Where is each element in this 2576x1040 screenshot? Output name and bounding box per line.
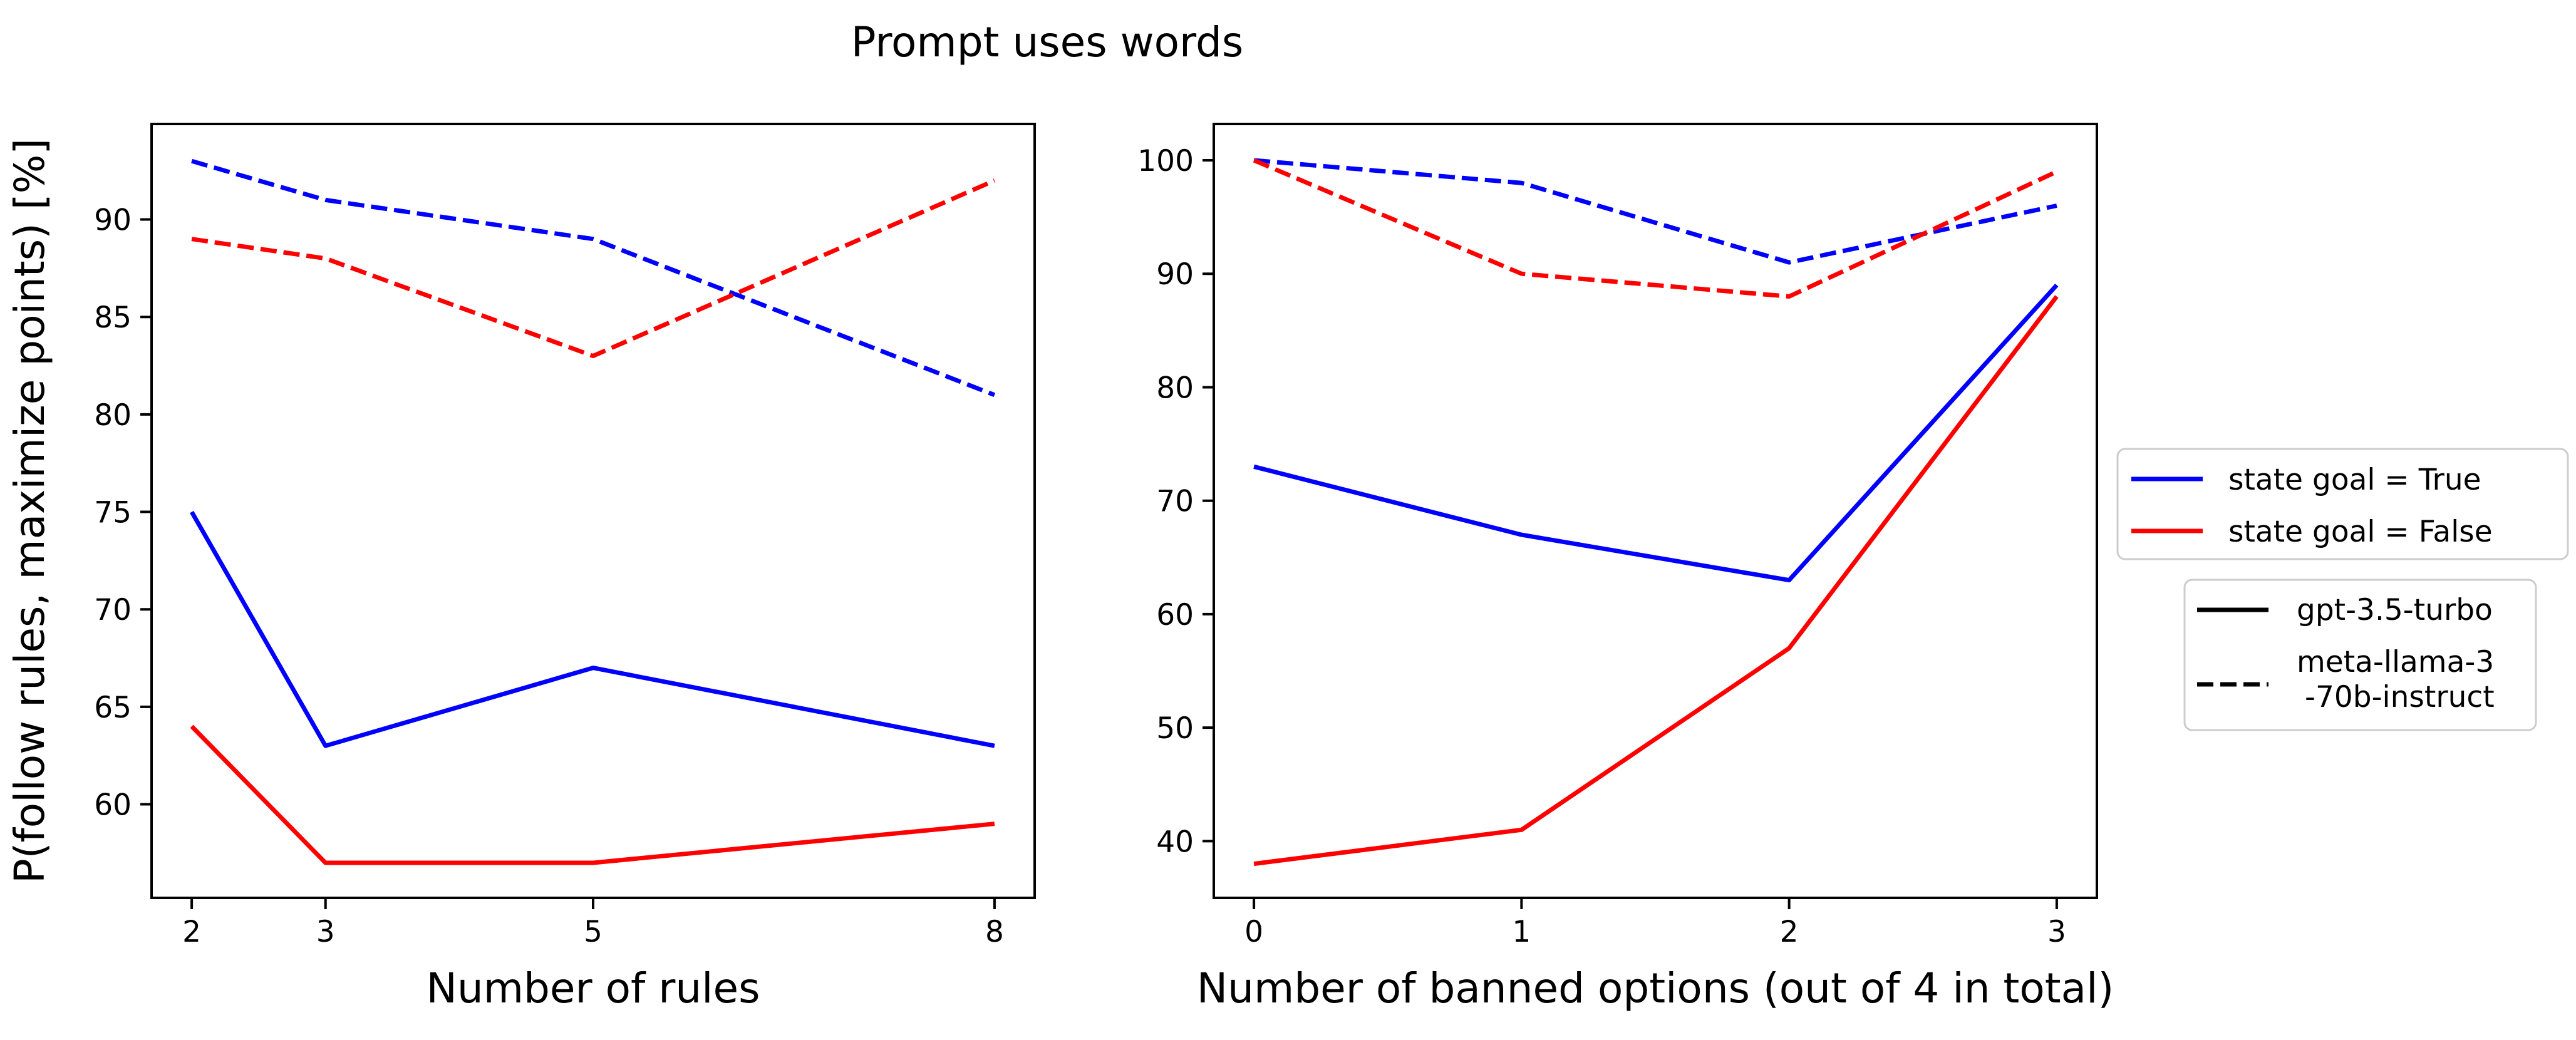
series-line-gpt-3-5-turbo-state-goal-true: [1253, 283, 2059, 583]
y-tick-label: 50: [1156, 711, 1194, 746]
panel-number-of-banned-options: 0 1 2 3 40 50 60 70 80 90 100 Number of banned opti…: [1137, 123, 2114, 1012]
legend-label-line-2: -70b-instruct: [2305, 680, 2495, 714]
y-axis-label: P(follow rules, maximize points) [%]: [6, 138, 54, 883]
legend-label-meta-llama-3-70b-instruct: meta-llama-3 -70b-instruct: [2297, 645, 2503, 714]
x-tick-label: 8: [985, 915, 1004, 949]
series-line-meta-llama-3-70b-instruct-state-goal-false: [1253, 158, 2058, 299]
y-tick-label: 90: [1156, 257, 1194, 292]
legend-label-gpt-3-5-turbo: gpt-3.5-turbo: [2297, 593, 2493, 627]
y-tick-label: 75: [94, 496, 132, 530]
legend-label-state-goal-false: state goal = False: [2228, 515, 2493, 549]
x-tick-label: 2: [182, 915, 201, 949]
x-axis-label: Number of banned options (out of 4 in to…: [1197, 964, 2114, 1012]
series-line-gpt-3-5-turbo-state-goal-true: [190, 510, 995, 748]
y-tick-label: 40: [1156, 825, 1194, 859]
series-line-gpt-3-5-turbo-state-goal-false: [190, 724, 995, 865]
panel-number-of-rules: 2 3 5 8 60 65 70 75 80 85 90 Number of rules P(follo…: [6, 123, 1036, 1012]
x-tick-label: 2: [1780, 915, 1799, 949]
y-tick-label: 65: [94, 691, 132, 725]
legend-label-line-1: meta-llama-3: [2297, 645, 2494, 679]
y-tick-label: 80: [94, 398, 132, 433]
x-tick-label: 0: [1244, 915, 1263, 949]
y-tick-label: 70: [1156, 485, 1194, 519]
x-tick-label: 3: [2047, 915, 2066, 949]
x-tick-label: 3: [316, 915, 335, 949]
y-tick-label: 70: [94, 593, 132, 627]
legend-state-goal: state goal = True state goal = False: [2116, 448, 2569, 560]
x-axis-label: Number of rules: [427, 964, 760, 1012]
y-tick-label: 80: [1156, 371, 1194, 405]
legend-model-frame: [2183, 579, 2537, 731]
y-tick-label: 60: [1156, 598, 1194, 632]
series-line-meta-llama-3-70b-instruct-state-goal-false: [191, 178, 996, 358]
x-tick-label: 1: [1512, 915, 1531, 949]
series-line-gpt-3-5-turbo-state-goal-false: [1253, 295, 2059, 867]
y-tick-label: 100: [1137, 144, 1194, 178]
legend-state-goal-frame: [2116, 448, 2569, 560]
chart-title: Prompt uses words: [851, 18, 1244, 66]
legend-model: gpt-3.5-turbo meta-llama-3 -70b-instruct: [2183, 579, 2537, 731]
series-line-meta-llama-3-70b-instruct-state-goal-true: [191, 158, 996, 398]
y-tick-label: 90: [94, 203, 132, 238]
y-tick-label: 60: [94, 788, 132, 823]
plot-frame: [1213, 123, 2098, 899]
x-tick-label: 5: [584, 915, 603, 949]
legend-label-state-goal-true: state goal = True: [2228, 463, 2481, 497]
y-tick-label: 85: [94, 301, 132, 335]
